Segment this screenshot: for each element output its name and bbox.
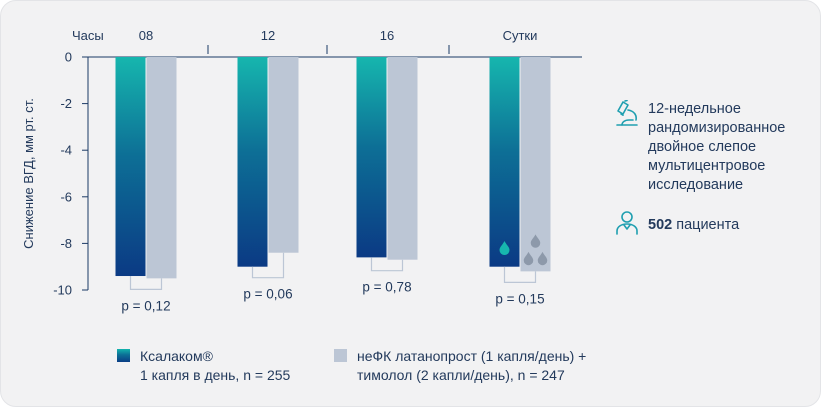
p-value-label-2: p = 0,78 [362,280,411,295]
bar-series2-0 [146,57,177,279]
x-category-label-2: 16 [380,28,394,43]
p-value-label-3: p = 0,15 [495,291,544,306]
bar-series1-2 [356,57,387,258]
y-tick-label-4: -8 [60,236,72,251]
bar-series1-3 [489,57,520,267]
legend-item-xalacom: Ксалаком® 1 капля в день, n = 255 [117,347,290,385]
y-tick-label-5: -10 [53,283,72,298]
legend-comparator-line-2: тимолол (2 капли/день), n = 247 [357,367,565,383]
study-line-3: двойное слепое [648,139,757,155]
x-category-label-1: 12 [261,28,275,43]
p-value-label-1: p = 0,06 [243,287,292,302]
study-line-4: мультицентровое [648,158,766,174]
drops-triple-icon-left [523,251,534,266]
bar-series1-0 [115,57,146,277]
legend-item-comparator: неФК латанопрост (1 капля/день) + тимоло… [334,347,586,385]
study-description: 12-недельное рандомизированное двойное с… [614,99,814,195]
p-value-label-0: p = 0,12 [121,298,170,313]
p-bracket-0 [129,276,163,290]
p-bracket-2 [370,257,404,272]
p-bracket-1 [251,252,285,279]
bar-series2-2 [387,57,418,260]
patients-count: 502 [648,216,673,233]
person-icon [614,209,648,241]
legend-xalacom-line-2: 1 капля в день, n = 255 [140,367,291,383]
study-line-5: исследование [648,177,744,193]
patients-info: 502 пациента [614,209,814,241]
drops-triple-icon [530,234,541,248]
x-category-label-3: Сутки [503,28,538,43]
y-tick-label-0: 0 [65,50,72,65]
drop-single-icon [499,241,510,256]
y-axis-title: Снижение ВГД, мм рт. ст. [21,98,36,249]
study-info: 12-недельное рандомизированное двойное с… [614,99,814,241]
bar-series2-1 [268,57,299,253]
microscope-icon [614,99,648,134]
legend-comparator-line-1: неФК латанопрост (1 капля/день) + [357,348,587,364]
legend-swatch-comparator [334,349,347,362]
patients-label: пациента [676,216,740,233]
study-line-1: 12-недельное [648,101,741,117]
x-category-label-0: 08 [139,28,153,43]
legend-xalacom-line-1: Ксалаком® [140,348,213,364]
y-tick-label-2: -4 [60,143,72,158]
bar-series1-1 [237,57,268,267]
x-axis-title: Часы [72,28,104,43]
y-tick-label-1: -2 [60,96,72,111]
p-bracket-3 [503,266,537,283]
drops-triple-icon-right [537,251,548,266]
y-tick-label-3: -6 [60,189,72,204]
study-line-2: рандомизированное [648,120,786,136]
legend-swatch-xalacom [117,349,130,362]
